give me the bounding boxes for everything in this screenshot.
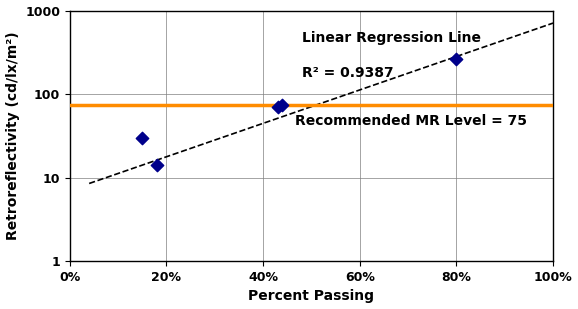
- Text: R² = 0.9387: R² = 0.9387: [302, 66, 394, 80]
- Point: [152, 163, 161, 168]
- X-axis label: Percent Passing: Percent Passing: [249, 290, 375, 303]
- Text: Linear Regression Line: Linear Regression Line: [302, 31, 481, 44]
- Point: [452, 57, 461, 62]
- Text: Recommended MR Level = 75: Recommended MR Level = 75: [295, 114, 527, 128]
- Point: [273, 104, 282, 109]
- Y-axis label: Retroreflectivity (cd/lx/m²): Retroreflectivity (cd/lx/m²): [6, 32, 20, 240]
- Point: [138, 135, 147, 140]
- Point: [278, 102, 287, 107]
